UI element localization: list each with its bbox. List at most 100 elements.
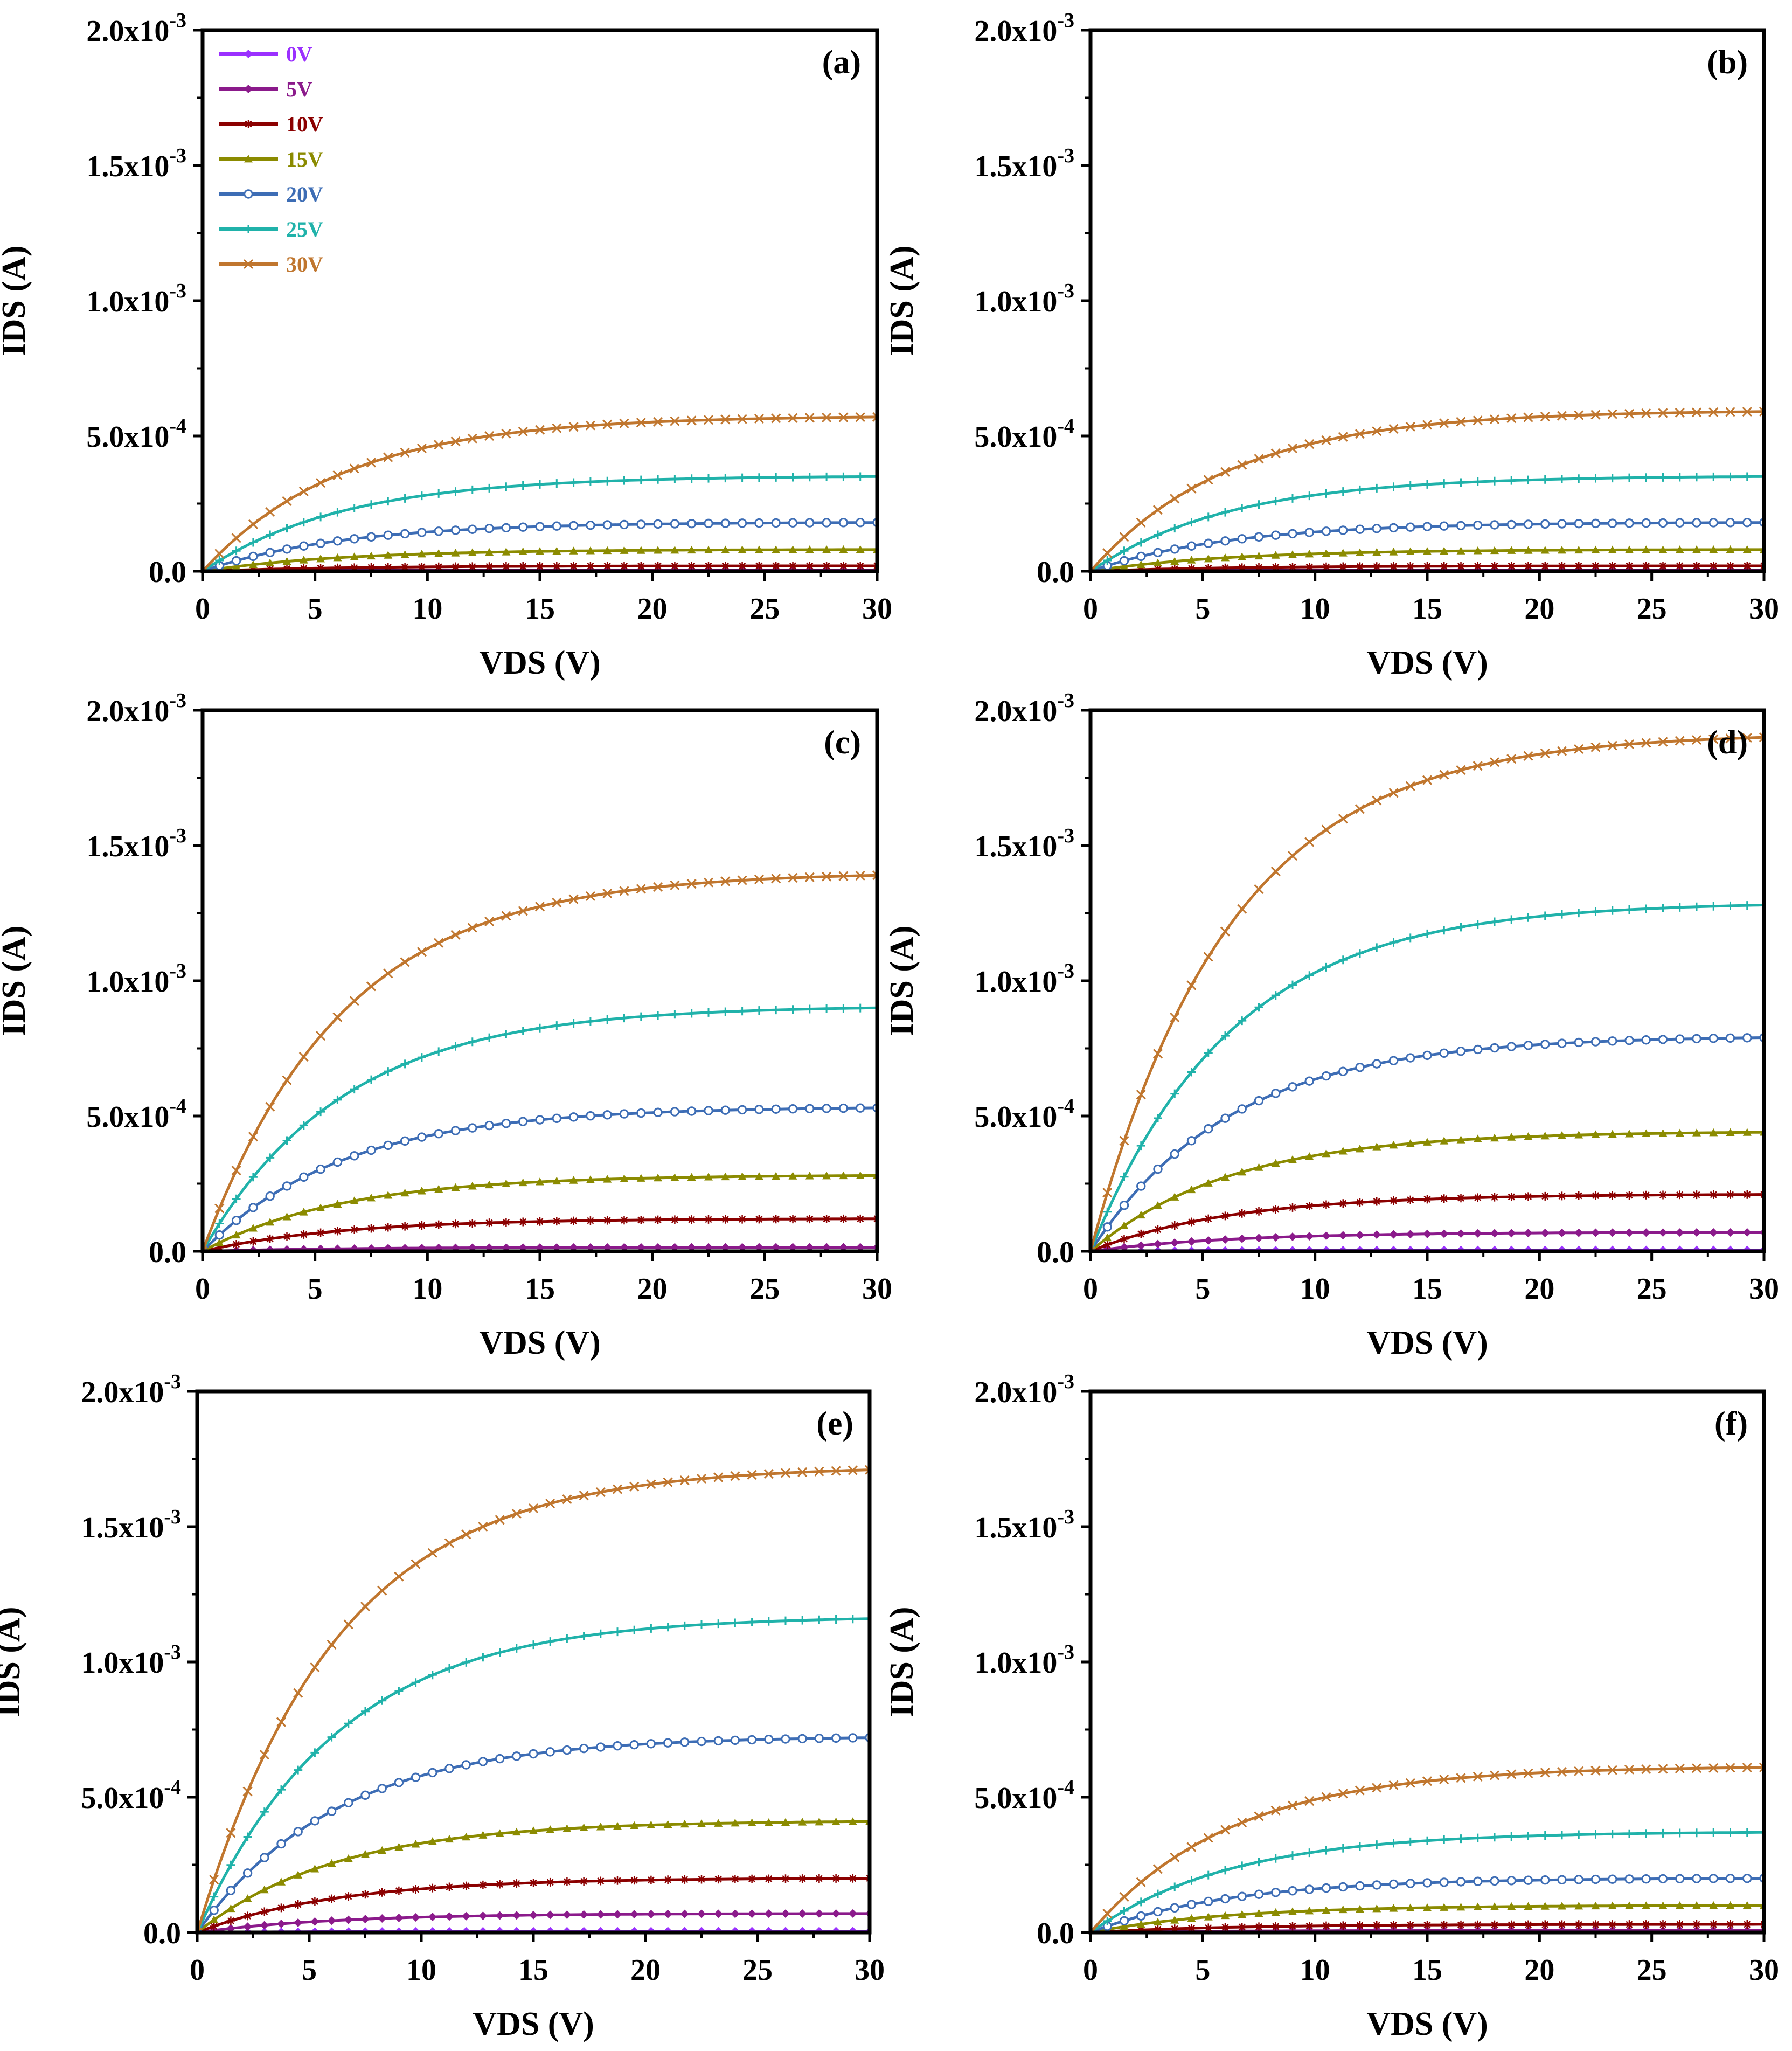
- series-marker-10V: [738, 562, 747, 571]
- series-marker-30V: [259, 1749, 269, 1760]
- series-marker-20V: [1456, 1877, 1466, 1887]
- y-tick-mantissa: 0.0: [1037, 556, 1074, 589]
- series-marker-15V: [1120, 562, 1129, 570]
- series-marker-5V: [1625, 1228, 1634, 1237]
- series-marker-25V: [277, 1785, 286, 1794]
- series-marker-10V: [451, 1219, 460, 1229]
- series-marker-25V: [215, 1219, 224, 1228]
- series-marker-20V: [788, 1104, 798, 1114]
- series-marker-25V: [1742, 472, 1752, 481]
- series-marker-10V: [536, 562, 544, 571]
- series-marker-20V: [1540, 1875, 1550, 1885]
- panel-label: (d): [1707, 724, 1748, 761]
- series-marker-20V: [1288, 529, 1297, 539]
- series-marker-20V: [1439, 1048, 1449, 1058]
- y-tick-label: 2.0x10-3: [81, 1370, 181, 1409]
- series-marker-30V: [1388, 424, 1399, 434]
- series-marker-25V: [1187, 1876, 1196, 1885]
- series-marker-15V: [1221, 1911, 1230, 1920]
- series-marker-25V: [1675, 1828, 1684, 1838]
- series-marker-30V: [1119, 532, 1129, 542]
- series-marker-15V: [384, 551, 393, 559]
- series-marker-15V: [1288, 550, 1297, 558]
- series-marker-20V: [1506, 1042, 1516, 1051]
- series-marker-25V: [697, 1620, 706, 1629]
- series-marker-20V: [310, 1816, 320, 1826]
- series-marker-15V: [1642, 545, 1651, 553]
- series-marker-10V: [367, 1224, 376, 1233]
- series-marker-20V: [400, 529, 410, 539]
- series-marker-25V: [1288, 980, 1297, 989]
- series-marker-20V: [856, 518, 865, 528]
- series-marker-30V: [797, 1467, 808, 1478]
- series-marker-25V: [552, 1021, 561, 1030]
- series-marker-5V: [1372, 1230, 1381, 1239]
- series-marker-25V: [1658, 473, 1668, 482]
- series-marker-30V: [1641, 408, 1651, 419]
- series-marker-5V: [327, 1916, 336, 1925]
- series-marker-10V: [400, 563, 409, 571]
- x-tick-label: 30: [862, 592, 892, 626]
- series-marker-30V: [265, 1101, 275, 1112]
- series-marker-5V: [856, 1243, 865, 1251]
- series-marker-15V: [663, 1820, 672, 1828]
- series-marker-25V: [1507, 915, 1516, 924]
- y-axis-label: IDS (A): [0, 1607, 27, 1717]
- series-marker-25V: [1288, 1851, 1297, 1860]
- series-marker-5V: [788, 1243, 797, 1251]
- series-marker-10V: [1574, 562, 1583, 571]
- y-tick-mantissa: 1.0x10: [974, 965, 1057, 999]
- series-marker-25V: [411, 1678, 420, 1687]
- series-marker-30V: [612, 1484, 623, 1494]
- series-marker-10V: [350, 563, 359, 571]
- x-tick-label: 20: [637, 1272, 668, 1306]
- series-marker-20V: [1725, 1033, 1735, 1043]
- series-marker-15V: [704, 1173, 713, 1181]
- series-marker-30V: [771, 874, 781, 884]
- series-group: [203, 870, 877, 1251]
- series-marker-20V: [248, 551, 258, 562]
- series-marker-10V: [697, 1875, 706, 1884]
- series-marker-15V: [1558, 1902, 1566, 1910]
- series-marker-30V: [545, 1499, 555, 1509]
- series-marker-20V: [1692, 1034, 1701, 1044]
- series-marker-5V: [704, 1243, 713, 1251]
- x-tick-label: 25: [749, 592, 780, 626]
- series-marker-15V: [579, 1823, 588, 1832]
- series-marker-15V: [428, 1837, 437, 1845]
- series-marker-15V: [839, 1171, 848, 1180]
- series-marker-20V: [1119, 556, 1129, 566]
- series-marker-25V: [1524, 475, 1533, 484]
- series-marker-10V: [512, 1879, 521, 1888]
- y-tick-mantissa: 1.5x10: [86, 830, 169, 863]
- series-marker-10V: [1372, 1921, 1381, 1930]
- series-marker-10V: [260, 1907, 269, 1916]
- legend-marker: [244, 50, 253, 58]
- series-marker-5V: [378, 1914, 387, 1923]
- series-marker-15V: [805, 1172, 814, 1180]
- x-tick-label: 5: [308, 1272, 323, 1306]
- series-marker-10V: [445, 1882, 454, 1891]
- series-marker-20V: [1254, 1889, 1264, 1899]
- series-marker-30V: [1557, 411, 1567, 421]
- series-marker-15V: [1136, 1210, 1145, 1219]
- series-marker-20V: [293, 1827, 303, 1837]
- series-marker-10V: [243, 1911, 252, 1921]
- x-tick-label: 0: [195, 592, 210, 626]
- series-marker-15V: [697, 1819, 706, 1827]
- series-marker-25V: [1338, 1844, 1348, 1853]
- series-marker-25V: [822, 1004, 831, 1013]
- series-marker-15V: [636, 1174, 645, 1182]
- series-marker-15V: [1170, 1193, 1179, 1201]
- series-marker-10V: [1591, 1191, 1600, 1200]
- series-marker-15V: [1709, 1128, 1718, 1137]
- series-marker-10V: [215, 1243, 224, 1251]
- series-marker-15V: [1574, 1901, 1583, 1910]
- series-marker-10V: [1709, 1190, 1718, 1199]
- series-marker-30V: [1091, 1246, 1096, 1251]
- series-marker-15V: [831, 1817, 841, 1826]
- series-marker-25V: [1389, 938, 1398, 947]
- series-marker-15V: [1322, 1906, 1331, 1914]
- series-marker-25V: [754, 1006, 763, 1015]
- series-marker-25V: [805, 473, 814, 482]
